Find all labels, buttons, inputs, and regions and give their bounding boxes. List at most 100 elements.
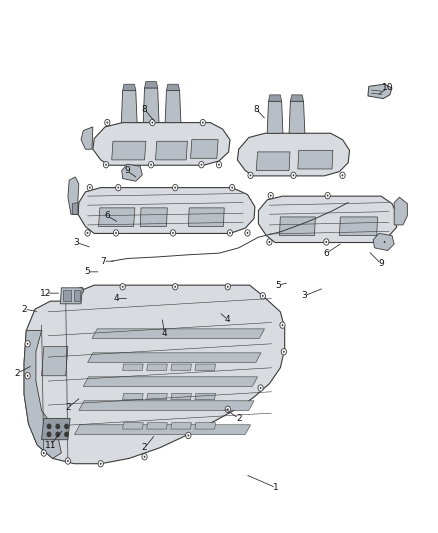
Polygon shape xyxy=(147,423,167,429)
Polygon shape xyxy=(93,123,230,165)
Circle shape xyxy=(25,373,30,379)
Polygon shape xyxy=(83,377,258,386)
Polygon shape xyxy=(191,140,218,158)
Circle shape xyxy=(283,351,285,353)
Circle shape xyxy=(65,432,68,437)
Polygon shape xyxy=(74,290,80,301)
Polygon shape xyxy=(79,401,254,410)
Circle shape xyxy=(342,174,343,176)
Polygon shape xyxy=(81,127,93,149)
Polygon shape xyxy=(147,393,167,400)
Circle shape xyxy=(56,432,60,437)
Circle shape xyxy=(248,172,253,179)
Polygon shape xyxy=(122,164,142,181)
Circle shape xyxy=(148,161,154,168)
Circle shape xyxy=(268,241,270,243)
Circle shape xyxy=(25,341,30,347)
Polygon shape xyxy=(279,217,315,236)
Text: 6: 6 xyxy=(104,212,110,220)
Polygon shape xyxy=(123,84,136,91)
Polygon shape xyxy=(88,353,261,362)
Circle shape xyxy=(173,284,178,290)
Text: 5: 5 xyxy=(275,281,281,289)
Circle shape xyxy=(227,286,229,288)
Circle shape xyxy=(98,461,103,467)
Circle shape xyxy=(270,195,272,197)
Circle shape xyxy=(152,122,153,124)
Polygon shape xyxy=(63,290,71,301)
Polygon shape xyxy=(145,82,158,88)
Circle shape xyxy=(106,122,108,124)
Circle shape xyxy=(199,161,204,168)
Polygon shape xyxy=(368,84,392,99)
Polygon shape xyxy=(188,208,224,227)
Circle shape xyxy=(27,343,28,345)
Text: 2: 2 xyxy=(15,369,20,377)
Polygon shape xyxy=(42,418,70,440)
Circle shape xyxy=(170,230,176,236)
Polygon shape xyxy=(143,88,159,123)
Circle shape xyxy=(85,230,90,236)
Circle shape xyxy=(172,232,174,234)
Circle shape xyxy=(250,174,251,176)
Polygon shape xyxy=(140,208,167,227)
Circle shape xyxy=(382,239,387,245)
Circle shape xyxy=(173,184,178,191)
Polygon shape xyxy=(165,91,181,123)
Polygon shape xyxy=(123,423,143,429)
Polygon shape xyxy=(298,150,333,169)
Polygon shape xyxy=(290,95,304,101)
Polygon shape xyxy=(74,425,251,434)
Text: 2: 2 xyxy=(65,403,71,412)
Polygon shape xyxy=(339,217,378,236)
Circle shape xyxy=(43,452,45,454)
Polygon shape xyxy=(171,364,191,370)
Polygon shape xyxy=(123,393,143,400)
Circle shape xyxy=(56,424,60,429)
Circle shape xyxy=(103,161,109,168)
Text: 3: 3 xyxy=(301,292,307,300)
Circle shape xyxy=(267,239,272,245)
Circle shape xyxy=(186,432,191,439)
Circle shape xyxy=(293,174,294,176)
Circle shape xyxy=(117,187,119,189)
Polygon shape xyxy=(195,364,215,370)
Circle shape xyxy=(67,460,69,462)
Circle shape xyxy=(230,184,235,191)
Circle shape xyxy=(247,232,248,234)
Circle shape xyxy=(282,324,283,326)
Circle shape xyxy=(260,293,265,299)
Circle shape xyxy=(150,119,155,126)
Circle shape xyxy=(245,230,250,236)
Circle shape xyxy=(187,434,189,437)
Polygon shape xyxy=(258,196,398,243)
Circle shape xyxy=(142,454,147,460)
Circle shape xyxy=(41,450,46,456)
Text: 4: 4 xyxy=(113,294,119,303)
Circle shape xyxy=(174,187,176,189)
Text: 9: 9 xyxy=(124,166,130,175)
Text: 2: 2 xyxy=(142,443,147,452)
Circle shape xyxy=(65,424,68,429)
Circle shape xyxy=(120,284,125,290)
Polygon shape xyxy=(256,152,290,171)
Polygon shape xyxy=(121,91,137,123)
Polygon shape xyxy=(68,177,79,214)
Circle shape xyxy=(291,172,296,179)
Text: 12: 12 xyxy=(40,289,52,297)
Text: 11: 11 xyxy=(45,441,56,449)
Circle shape xyxy=(340,172,345,179)
Circle shape xyxy=(115,232,117,234)
Circle shape xyxy=(258,385,263,391)
Polygon shape xyxy=(60,288,82,304)
Polygon shape xyxy=(195,393,215,400)
Polygon shape xyxy=(72,203,78,214)
Text: 5: 5 xyxy=(85,268,91,276)
Text: 10: 10 xyxy=(382,84,393,92)
Circle shape xyxy=(105,164,107,166)
Polygon shape xyxy=(78,188,255,233)
Circle shape xyxy=(216,161,222,168)
Polygon shape xyxy=(289,101,305,133)
Circle shape xyxy=(325,192,330,199)
Circle shape xyxy=(325,241,327,243)
